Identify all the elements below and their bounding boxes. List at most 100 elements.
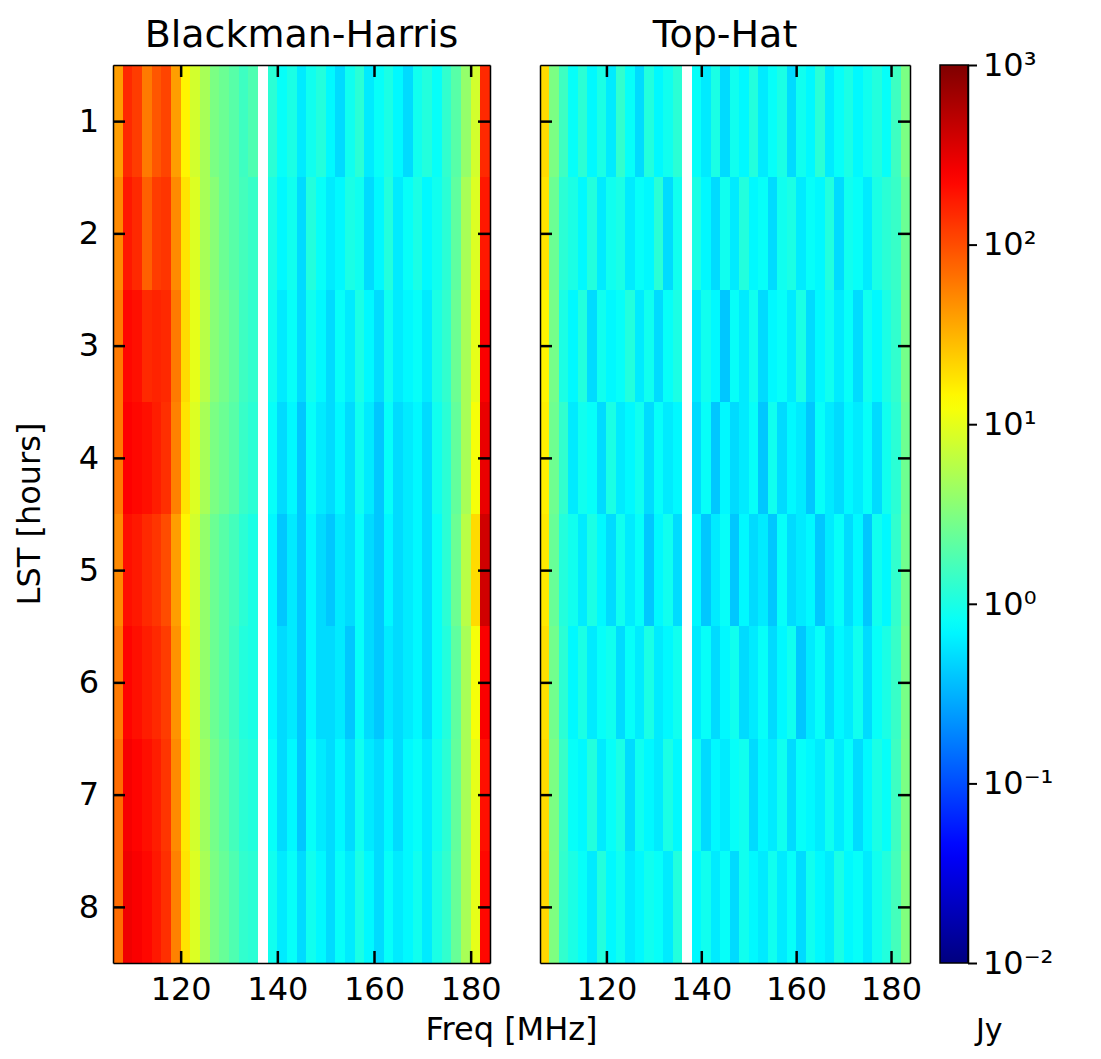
tick-mark [180, 951, 183, 963]
heatmap-cell [364, 739, 374, 851]
heatmap-cell [364, 514, 374, 626]
chart: 12014016018012345678Blackman-Harris12014… [0, 0, 1101, 1059]
heatmap-cell [587, 65, 596, 177]
heatmap-cell [844, 851, 853, 963]
heatmap-cell [393, 177, 403, 289]
axis-line [541, 963, 911, 965]
heatmap-cell [384, 290, 394, 402]
heatmap-cell [806, 851, 815, 963]
heatmap-cell [161, 65, 171, 177]
tick-mark [968, 783, 977, 785]
heatmap-cell [287, 402, 297, 514]
heatmap-cell [720, 290, 729, 402]
tick [540, 570, 552, 571]
tick-mark [470, 951, 473, 963]
heatmap-cell [335, 739, 345, 851]
heatmap-cell [872, 514, 881, 626]
tick-label: 10⁻¹ [983, 764, 1053, 802]
tick-mark [180, 65, 183, 77]
heatmap-cell [316, 402, 326, 514]
heatmap-cell [442, 290, 452, 402]
tick-mark [373, 65, 376, 77]
heatmap-cell [326, 851, 336, 963]
heatmap-cell [200, 626, 210, 738]
heatmap-cell [152, 65, 162, 177]
heatmap-cell [461, 290, 471, 402]
axis [540, 66, 552, 964]
heatmap-cell [844, 65, 853, 177]
tick-mark [890, 951, 893, 963]
tick-label: 4 [79, 439, 99, 477]
heatmap-cell [451, 65, 461, 177]
heatmap-cell [663, 290, 672, 402]
tick: 180 [441, 951, 502, 1008]
heatmap-cell [316, 851, 326, 963]
heatmap-cell [200, 514, 210, 626]
heatmap-cell [451, 177, 461, 289]
heatmap-cell [777, 65, 786, 177]
heatmap-cell [720, 402, 729, 514]
heatmap-cell [287, 739, 297, 851]
heatmap-cell [374, 65, 384, 177]
heatmap-cell [355, 402, 365, 514]
heatmap-cell [335, 514, 345, 626]
tick-mark [898, 120, 910, 123]
heatmap-cell [853, 290, 862, 402]
tick [478, 233, 490, 234]
axis: 120140160180 [541, 951, 923, 1008]
heatmap-cell [239, 739, 249, 851]
heatmap-cell [853, 739, 862, 851]
tick-mark [113, 794, 125, 797]
heatmap-cell [306, 739, 316, 851]
heatmap-cell [355, 514, 365, 626]
heatmap-cell [287, 177, 297, 289]
heatmap-cell [422, 177, 432, 289]
tick-mark [470, 65, 473, 77]
heatmap-cell [625, 739, 634, 851]
heatmap-cell [316, 739, 326, 851]
tick: 160 [766, 951, 827, 1008]
tick-mark [968, 244, 977, 246]
heatmap-cell [326, 402, 336, 514]
heatmap-cell [644, 177, 653, 289]
heatmap-cell [181, 65, 191, 177]
heatmap-cell [355, 290, 365, 402]
heatmap-cells [113, 65, 490, 963]
heatmap-cell [711, 739, 720, 851]
heatmap-cell [142, 739, 152, 851]
heatmap-cell [345, 514, 355, 626]
heatmap-cell [248, 739, 258, 851]
tick [898, 233, 910, 234]
heatmap-cell [768, 514, 777, 626]
heatmap-cell [559, 739, 568, 851]
heatmap-cell [692, 626, 701, 738]
heatmap-cell [229, 514, 239, 626]
heatmap-cell [277, 290, 287, 402]
heatmap-cell [181, 514, 191, 626]
tick [478, 682, 490, 683]
heatmap-cell [730, 402, 739, 514]
heatmap-cell [749, 626, 758, 738]
heatmap-cell [635, 851, 644, 963]
heatmap-cell [616, 65, 625, 177]
heatmap-cell [692, 851, 701, 963]
panel-title: Top-Hat [652, 12, 798, 56]
heatmap-cell [297, 514, 307, 626]
heatmap-cell [796, 739, 805, 851]
colorbar-label: Jy [974, 1012, 1003, 1047]
heatmap-cell [834, 739, 843, 851]
heatmap-cell [229, 177, 239, 289]
heatmap-cell [559, 626, 568, 738]
heatmap-cell [393, 402, 403, 514]
heatmap-cell [701, 65, 710, 177]
heatmap-cell [739, 739, 748, 851]
tick-mark [540, 233, 552, 236]
heatmap-cell [432, 177, 442, 289]
heatmap-cell [701, 177, 710, 289]
tick-mark [478, 794, 490, 797]
tick: 6 [79, 663, 125, 701]
heatmap-cell [673, 514, 682, 626]
heatmap-cell [654, 65, 663, 177]
heatmap-cell [171, 290, 181, 402]
heatmap-cell [422, 514, 432, 626]
